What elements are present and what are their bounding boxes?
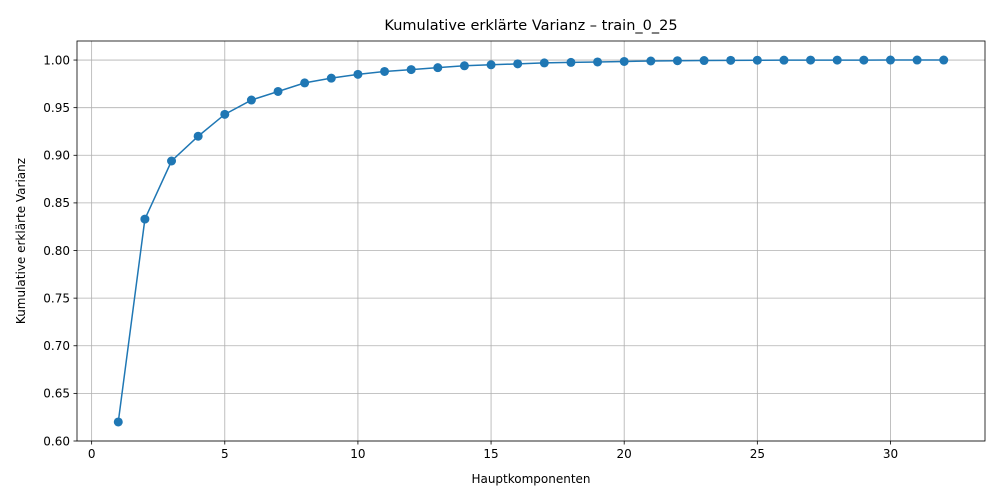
data-point (885, 55, 895, 65)
y-axis-label: Kumulative erklärte Varianz (14, 158, 28, 324)
x-tick-label: 25 (750, 447, 765, 461)
series (113, 55, 949, 427)
data-point (859, 55, 869, 65)
data-point (672, 56, 682, 66)
data-point (459, 61, 469, 71)
data-point (486, 60, 496, 70)
data-point (406, 65, 416, 75)
data-point (300, 78, 310, 88)
data-point (380, 66, 390, 76)
data-point (832, 55, 842, 65)
chart-title: Kumulative erklärte Varianz – train_0_25 (384, 18, 677, 34)
data-point (246, 95, 256, 105)
y-tick-label: 0.90 (43, 149, 70, 163)
y-tick-label: 0.85 (43, 196, 70, 210)
data-point (726, 55, 736, 65)
y-tick-label: 0.65 (43, 387, 70, 401)
data-point (806, 55, 816, 65)
y-tick-label: 0.95 (43, 101, 70, 115)
y-tick-label: 0.70 (43, 339, 70, 353)
data-point (273, 86, 283, 96)
x-tick-label: 15 (483, 447, 498, 461)
x-tick-label: 0 (88, 447, 96, 461)
data-point (566, 57, 576, 67)
data-point (326, 73, 336, 83)
data-point (619, 56, 629, 66)
data-point (353, 69, 363, 79)
data-point (939, 55, 949, 65)
data-point (113, 417, 123, 427)
data-point (752, 55, 762, 65)
data-point (779, 55, 789, 65)
data-point (220, 109, 230, 119)
x-tick-label: 20 (617, 447, 632, 461)
x-tick-label: 5 (221, 447, 229, 461)
y-tick-label: 1.00 (43, 53, 70, 67)
y-tick-label: 0.60 (43, 434, 70, 448)
data-point (140, 214, 150, 224)
data-point (513, 59, 523, 69)
data-point (193, 131, 203, 141)
x-axis-label: Hauptkomponenten (471, 472, 590, 486)
x-tick-label: 30 (883, 447, 898, 461)
data-point (433, 63, 443, 73)
data-point (539, 58, 549, 68)
data-point (699, 56, 709, 66)
x-tick-label: 10 (350, 447, 365, 461)
data-point (593, 57, 603, 67)
grid (77, 41, 985, 442)
data-point (646, 56, 656, 66)
data-point (912, 55, 922, 65)
axis-ticks: 0 5 10 15 20 25 30 0.60 0.65 0.70 0.75 0.80 0.85 0.90… (43, 53, 898, 461)
plot-frame (76, 40, 986, 442)
data-point (167, 156, 177, 166)
y-tick-label: 0.80 (43, 244, 70, 258)
y-tick-label: 0.75 (43, 291, 70, 305)
